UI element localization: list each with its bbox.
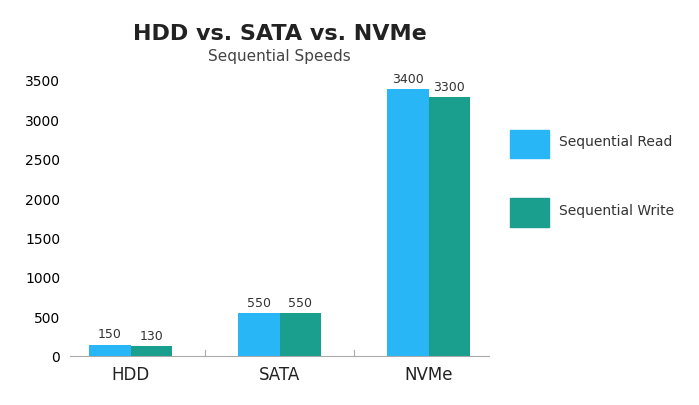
Text: 3400: 3400 <box>392 73 424 86</box>
Bar <box>89 345 131 356</box>
Bar <box>238 313 280 356</box>
Text: Sequential Write: Sequential Write <box>559 204 675 217</box>
Text: HDD vs. SATA vs. NVMe: HDD vs. SATA vs. NVMe <box>133 24 426 44</box>
Bar <box>387 89 428 356</box>
Bar <box>280 313 322 356</box>
Bar <box>131 346 173 356</box>
Text: 130: 130 <box>140 330 164 343</box>
Bar <box>428 97 470 356</box>
Text: Sequential Speeds: Sequential Speeds <box>208 49 351 64</box>
Text: 550: 550 <box>289 297 312 310</box>
Text: 150: 150 <box>98 328 122 341</box>
Text: 3300: 3300 <box>433 81 466 94</box>
Text: Sequential Read: Sequential Read <box>559 135 672 149</box>
Text: 550: 550 <box>247 297 271 310</box>
